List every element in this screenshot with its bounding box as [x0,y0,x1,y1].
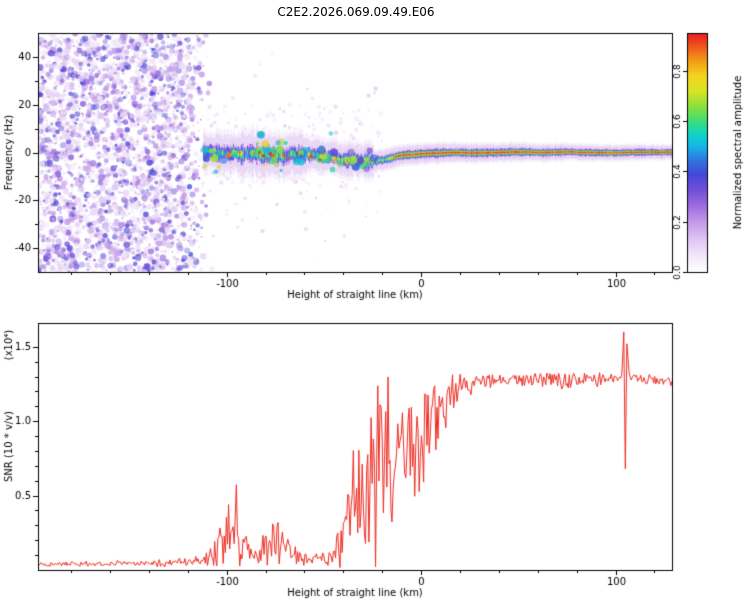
figure-title: C2E2.2026.069.09.49.E06 [277,5,435,19]
snr-chart-canvas [0,307,750,600]
spectrogram-chart-canvas [0,22,750,307]
